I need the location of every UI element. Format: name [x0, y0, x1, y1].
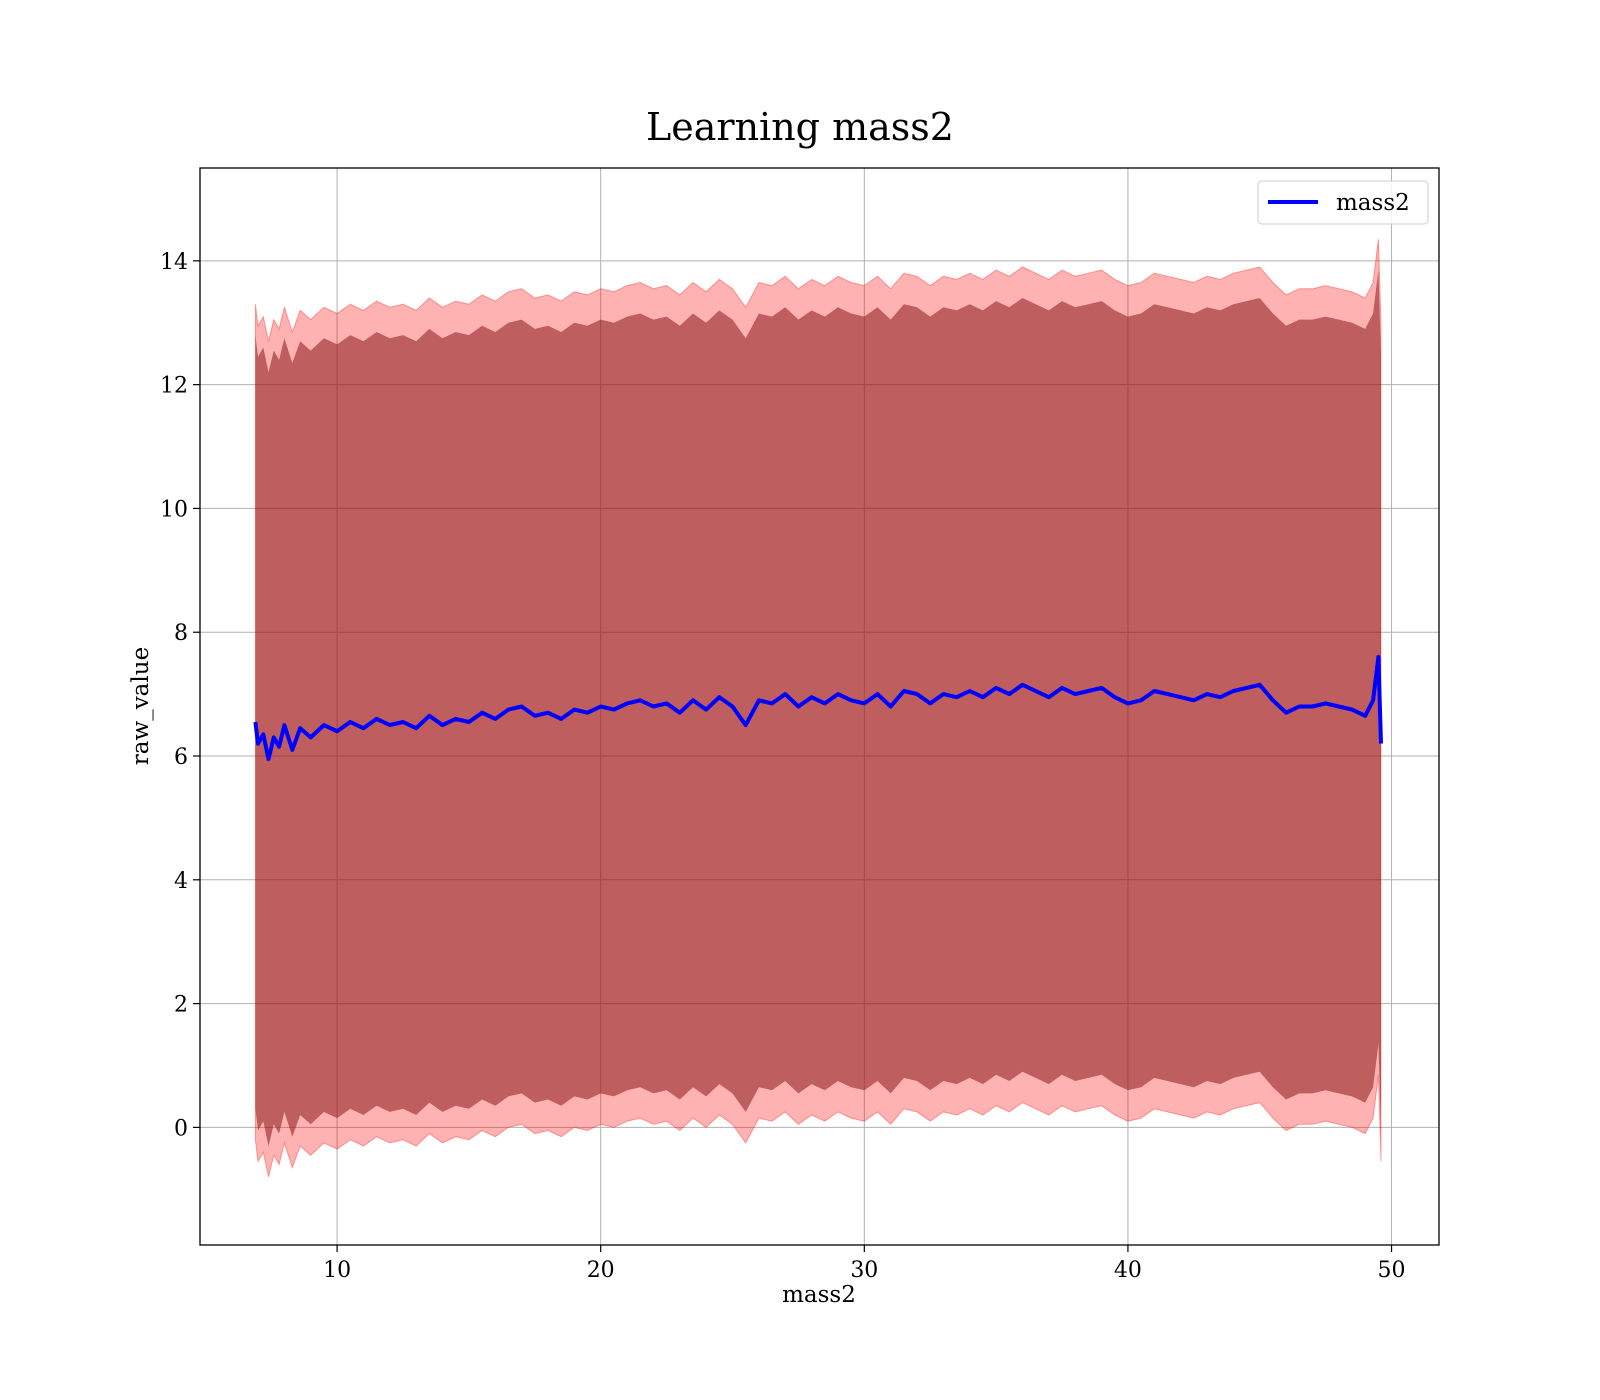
- x-tick-label: 30: [850, 1258, 878, 1283]
- y-tick-label: 4: [174, 869, 188, 894]
- series-lines: [253, 655, 1383, 762]
- chart-title: Learning mass2: [646, 105, 954, 149]
- y-tick-label: 2: [174, 993, 188, 1018]
- series-line-mass2: [253, 655, 1383, 762]
- x-axis-ticks: 10 20 30 40 50: [323, 1245, 1406, 1283]
- x-axis-label: mass2: [782, 1282, 856, 1308]
- legend-box: [1257, 180, 1429, 225]
- x-tick-label: 20: [587, 1258, 615, 1283]
- y-tick-label: 10: [160, 497, 188, 522]
- y-tick-label: 14: [160, 250, 188, 275]
- plot-frame: [199, 167, 1440, 1246]
- y-tick-label: 6: [174, 745, 188, 770]
- y-tick-label: 8: [174, 621, 188, 646]
- x-tick-label: 10: [323, 1258, 351, 1283]
- y-tick-label: 0: [174, 1116, 188, 1141]
- x-tick-label: 50: [1378, 1258, 1406, 1283]
- confidence-bands: [254, 239, 1382, 1178]
- y-tick-label: 12: [160, 374, 188, 399]
- y-axis-ticks: 0 2 4 6 8 10 12 14: [160, 250, 200, 1141]
- inner-band: [255, 270, 1381, 1147]
- legend-label: mass2: [1336, 190, 1410, 216]
- y-axis-label: raw_value: [128, 647, 154, 765]
- legend: mass2: [1257, 180, 1429, 225]
- x-tick-label: 40: [1114, 1258, 1142, 1283]
